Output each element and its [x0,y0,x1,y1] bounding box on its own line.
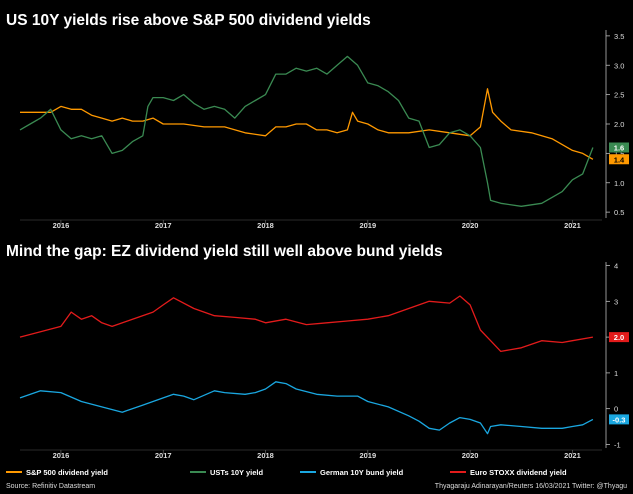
y-tick-label: 3.5 [614,32,624,41]
x-tick-label: 2017 [155,221,172,230]
series-line-euro-stoxx-dividend-yield [19,295,594,353]
y-tick-label: 2.5 [614,91,624,100]
legend-label: German 10Y bund yield [320,468,404,477]
y-tick-label: 1.5 [614,149,624,158]
x-tick-label: 2017 [155,451,172,460]
end-value-label: 2.0 [614,333,624,342]
end-value-badge [609,154,629,165]
series-line-usts-10y-yield [19,55,594,207]
x-tick-label: 2016 [53,451,70,460]
end-value-badge [609,142,629,153]
series-line-german-10y-bund-yield [19,381,594,435]
y-tick-label: 2.0 [614,120,624,129]
x-tick-label: 2019 [359,451,376,460]
series-line-s-p-500-dividend-yield [20,88,594,160]
y-tick-label: 1.0 [614,179,624,188]
y-tick-label: 0.5 [614,208,624,217]
end-value-label: -0.3 [613,415,626,424]
end-value-badge [609,332,629,343]
x-tick-label: 2016 [53,221,70,230]
legend-label: USTs 10Y yield [210,468,264,477]
x-tick-label: 2018 [257,451,274,460]
y-tick-label: 3 [614,297,618,306]
chart-1-title: US 10Y yields rise above S&P 500 dividen… [6,12,371,29]
x-tick-label: 2018 [257,221,274,230]
x-tick-label: 2019 [359,221,376,230]
legend-label: Euro STOXX dividend yield [470,468,567,477]
end-value-badge [609,414,629,425]
author-credit: Thyagaraju Adinarayan/Reuters 16/03/2021… [434,483,627,490]
y-tick-label: 4 [614,262,618,271]
y-tick-label: 3.0 [614,61,624,70]
y-tick-label: -1 [614,440,621,449]
legend-label: S&P 500 dividend yield [26,468,108,477]
x-tick-label: 2021 [564,451,581,460]
x-tick-label: 2020 [462,221,479,230]
x-tick-label: 2021 [564,221,581,230]
source-note: Source: Refinitiv Datastream [6,483,96,490]
chart-2-title: Mind the gap: EZ dividend yield still we… [6,243,443,260]
y-tick-label: 0 [614,405,618,414]
x-tick-label: 2020 [462,451,479,460]
y-tick-label: 1 [614,369,618,378]
end-value-label: 1.6 [614,144,624,153]
end-value-label: 1.4 [614,155,625,164]
